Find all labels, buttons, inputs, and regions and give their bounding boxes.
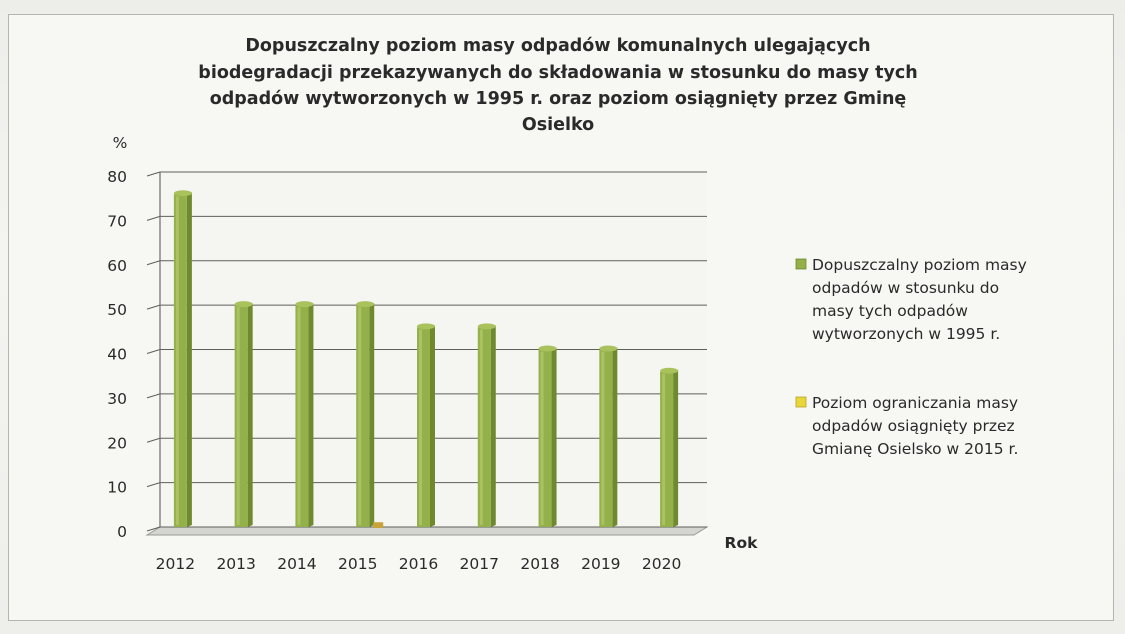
x-tick-label: 2013 xyxy=(216,555,255,573)
bar-side xyxy=(490,325,496,527)
gridline-depth xyxy=(146,304,161,310)
gridline-depth xyxy=(146,482,161,488)
legend: Dopuszczalny poziom masy odpadów w stosun… xyxy=(795,256,1027,458)
floor-plane xyxy=(145,526,709,536)
bar-top xyxy=(477,323,496,330)
gridline-depth xyxy=(146,171,161,177)
bar-series-2 xyxy=(373,522,384,528)
x-axis: 2012 2013 2014 2015 2016 2017 2018 2019 2020 xyxy=(156,555,682,573)
bar-top xyxy=(417,323,435,330)
chart-title-line-2: biodegradacji przekazywanych do składowa… xyxy=(198,63,917,83)
bar-top xyxy=(356,301,375,308)
bar xyxy=(234,305,248,527)
bar-side xyxy=(308,303,314,527)
bar xyxy=(295,305,309,527)
y-tick-label: 20 xyxy=(107,434,127,452)
x-tick-label: 2020 xyxy=(642,555,681,573)
bar-top xyxy=(538,345,557,352)
bar-side xyxy=(247,303,253,527)
bar xyxy=(538,349,552,527)
bar xyxy=(599,349,613,527)
bars xyxy=(173,190,679,528)
bar-highlight xyxy=(479,329,483,525)
x-tick-label: 2012 xyxy=(156,555,195,573)
y-tick-label: 40 xyxy=(107,346,127,364)
gridline-depth xyxy=(146,437,161,443)
bar-side xyxy=(430,325,435,527)
gridline-depth xyxy=(146,260,161,266)
bar xyxy=(477,327,491,527)
x-tick-label: 2016 xyxy=(399,555,438,573)
legend-label-line: Gmianę Osielsko w 2015 r. xyxy=(812,440,1018,458)
bar-top xyxy=(295,301,314,308)
x-tick-label: 2019 xyxy=(581,555,620,573)
bar-highlight xyxy=(297,307,301,525)
x-tick-label: 2018 xyxy=(520,555,559,573)
bar-highlight xyxy=(662,373,666,525)
y-tick-label: 0 xyxy=(117,523,127,541)
bar xyxy=(417,327,430,527)
bar xyxy=(356,305,370,527)
plot-floor xyxy=(145,526,709,536)
legend-label-line: wytworzonych w 1995 r. xyxy=(812,325,1000,343)
chart-title-line-3: odpadów wytworzonych w 1995 r. oraz pozi… xyxy=(210,89,907,109)
bar-highlight xyxy=(540,351,544,525)
x-tick-label: 2017 xyxy=(460,555,499,573)
legend-swatch xyxy=(795,258,807,270)
bar-top xyxy=(660,367,679,374)
bar-top xyxy=(173,190,192,197)
bar-side xyxy=(673,369,679,527)
bar-highlight xyxy=(175,196,179,525)
y-tick-label: 70 xyxy=(107,212,127,230)
bar-side xyxy=(186,192,192,527)
bar-side xyxy=(369,303,375,527)
bar xyxy=(660,371,674,527)
bar-highlight xyxy=(419,329,422,525)
legend-swatch xyxy=(795,396,807,408)
legend-label-line: Dopuszczalny poziom masy xyxy=(812,256,1027,274)
chart-title: Dopuszczalny poziom masy odpadów komunal… xyxy=(198,36,917,135)
y-tick-label: 80 xyxy=(107,168,127,186)
bar-highlight xyxy=(236,307,240,525)
gridline-depth xyxy=(146,526,161,532)
y-axis-label: % xyxy=(113,134,128,152)
bar-highlight xyxy=(601,351,605,525)
bar xyxy=(173,194,187,527)
y-tick-label: 50 xyxy=(107,301,127,319)
bar-top xyxy=(234,301,253,308)
bar-side xyxy=(551,347,557,527)
legend-label-line: Poziom ograniczania masy xyxy=(812,394,1018,412)
legend-label-line: odpadów osiągnięty przez xyxy=(812,417,1015,435)
chart-title-line-1: Dopuszczalny poziom masy odpadów komunal… xyxy=(245,36,870,56)
gridline-depth xyxy=(146,215,161,221)
y-tick-label: 60 xyxy=(107,257,127,275)
bar-side xyxy=(612,347,618,527)
x-tick-label: 2014 xyxy=(277,555,316,573)
y-tick-label: 30 xyxy=(107,390,127,408)
y-tick-label: 10 xyxy=(107,479,127,497)
legend-label-line: odpadów w stosunku do xyxy=(812,279,999,297)
x-tick-label: 2015 xyxy=(338,555,377,573)
x-axis-label: Rok xyxy=(725,534,759,552)
y-axis: 0 10 20 30 40 50 60 70 80 xyxy=(107,168,161,541)
chart-title-line-4: Osielko xyxy=(522,115,594,135)
gridline-depth xyxy=(146,348,161,355)
legend-label-line: masy tych odpadów xyxy=(812,302,968,320)
bar-highlight xyxy=(358,307,362,525)
gridline-depth xyxy=(146,393,161,399)
bar-top xyxy=(599,345,618,352)
